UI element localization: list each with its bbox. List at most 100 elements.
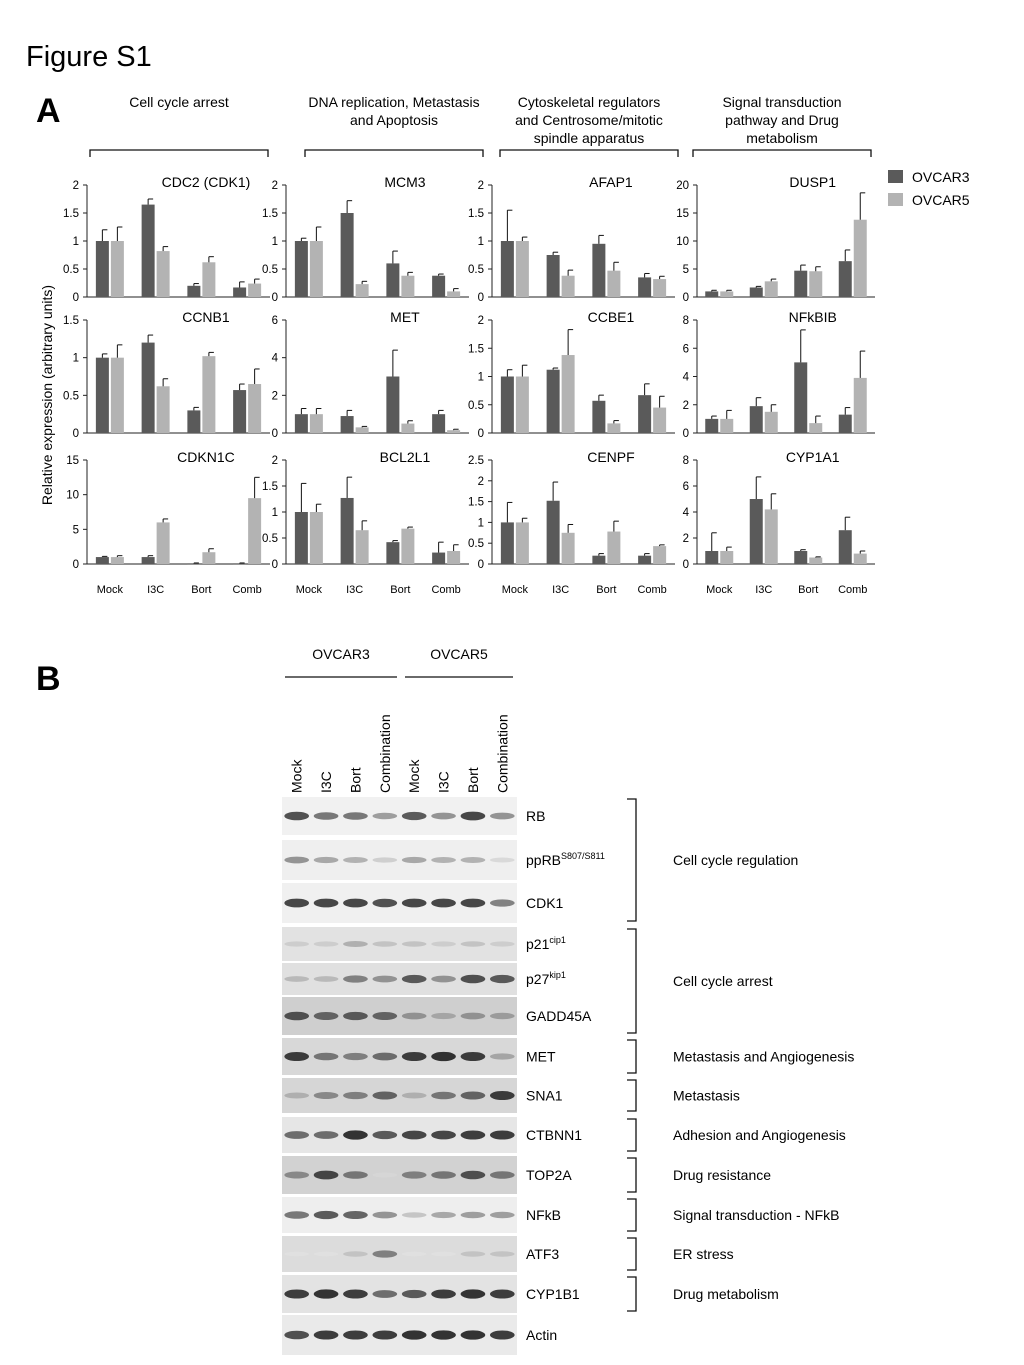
y-tick-label: 2 (478, 315, 484, 327)
category-label: Comb (637, 584, 666, 596)
protein-band (343, 1052, 368, 1061)
protein-band (343, 898, 368, 908)
bar-ovcar5 (515, 522, 529, 564)
y-tick-label: 0 (683, 559, 689, 571)
bar-ovcar5 (809, 423, 823, 433)
chart-ccbe1: 0 0.5 1 1.5 2 CCBE1 (468, 309, 675, 440)
protein-band (460, 1130, 486, 1140)
protein-band (343, 1210, 368, 1220)
lane-label: Mock (289, 759, 305, 793)
chart-title: CYP1A1 (786, 449, 840, 465)
bar-ovcar5 (653, 407, 667, 433)
protein-band (372, 941, 398, 947)
protein-band (343, 1091, 368, 1100)
protein-band (489, 1012, 515, 1020)
bar-ovcar3 (141, 557, 155, 564)
blot-met: MET (282, 1038, 556, 1075)
protein-label: CDK1 (526, 895, 564, 911)
protein-band (372, 1172, 398, 1178)
bar-ovcar3 (233, 287, 247, 297)
y-tick-label: 1.5 (63, 315, 79, 327)
y-axis-label: Relative expression (arbitrary units) (39, 285, 55, 505)
function-label: Cell cycle arrest (673, 973, 773, 989)
category-label: I3C (755, 584, 772, 596)
bar-ovcar3 (233, 563, 247, 565)
protein-band (372, 857, 398, 863)
category-label: Mock (97, 584, 124, 596)
bar-ovcar3 (794, 362, 808, 433)
group-label: metabolism (746, 130, 818, 146)
function-bracket (627, 1276, 637, 1312)
protein-band (372, 1211, 398, 1219)
protein-band (313, 1210, 339, 1220)
y-tick-label: 0 (73, 428, 79, 440)
bar-ovcar5 (653, 279, 667, 297)
bar-ovcar3 (749, 287, 763, 297)
protein-label: SNA1 (526, 1088, 563, 1104)
y-tick-label: 0.5 (63, 264, 79, 276)
chart-nfkbib: 0 2 4 6 8 NFkBIB (683, 309, 875, 440)
group-label: spindle apparatus (534, 130, 645, 146)
bar-ovcar3 (794, 551, 808, 564)
y-tick-label: 1.5 (468, 497, 484, 509)
bar-ovcar5 (515, 376, 529, 433)
chart-ccnb1: 0 0.5 1 1.5 CCNB1 (63, 309, 270, 440)
group-label: pathway and Drug (725, 112, 839, 128)
protein-band (372, 1250, 398, 1258)
bar-ovcar5 (248, 283, 262, 297)
y-tick-label: 5 (683, 264, 689, 276)
protein-band (313, 1170, 339, 1180)
bar-ovcar5 (607, 270, 621, 297)
function-label: Cell cycle regulation (673, 852, 798, 868)
protein-band (460, 1051, 486, 1062)
protein-band (313, 1289, 339, 1299)
bar-ovcar5 (764, 281, 778, 297)
bar-ovcar5 (309, 512, 323, 564)
protein-band (372, 1330, 398, 1340)
y-tick-label: 6 (683, 343, 689, 355)
chart-title: BCL2L1 (380, 449, 431, 465)
y-tick-label: 2 (683, 533, 689, 545)
function-group: Drug resistance (627, 1157, 771, 1193)
protein-band (343, 1289, 368, 1299)
bar-ovcar3 (187, 563, 201, 565)
bar-ovcar5 (607, 423, 621, 433)
category-label: Bort (798, 584, 818, 596)
protein-label: TOP2A (526, 1167, 572, 1183)
protein-band (284, 856, 310, 864)
y-tick-label: 0.5 (468, 264, 484, 276)
protein-band (431, 812, 456, 820)
chart-bcl2l1: 0 0.5 1 1.5 2 BCL2L1 Mock I3C Bort Comb (262, 449, 469, 596)
bar-ovcar5 (156, 522, 170, 564)
y-tick-label: 10 (676, 236, 689, 248)
chart-title: MET (390, 309, 420, 325)
protein-band (431, 1091, 456, 1100)
chart-cdkn1c: 0 5 10 15 CDKN1C Mock I3C Bort Comb (66, 449, 270, 596)
category-label: Bort (390, 584, 410, 596)
y-tick-label: 1 (272, 507, 278, 519)
blot-p21: p21cip1 (282, 927, 566, 961)
category-label: Comb (431, 584, 460, 596)
function-bracket (627, 1118, 637, 1152)
protein-band (460, 1012, 486, 1020)
bar-ovcar5 (156, 386, 170, 433)
function-bracket (627, 1079, 637, 1112)
bar-ovcar5 (561, 532, 575, 564)
y-tick-label: 0 (683, 292, 689, 304)
y-tick-label: 1 (73, 236, 79, 248)
function-group: Cell cycle regulation (627, 798, 798, 922)
chart-title: NFkBIB (789, 309, 837, 325)
protein-band (284, 811, 310, 821)
y-tick-label: 0 (478, 559, 484, 571)
protein-band (313, 976, 339, 982)
protein-band (313, 1330, 339, 1340)
bar-ovcar3 (500, 376, 514, 433)
lane-label: Bort (347, 767, 363, 793)
protein-band (489, 941, 515, 947)
bar-ovcar5 (355, 284, 369, 297)
protein-band (460, 1289, 486, 1299)
protein-band (313, 1092, 339, 1099)
bar-ovcar5 (156, 251, 170, 297)
chart-title: CDC2 (CDK1) (162, 174, 251, 190)
